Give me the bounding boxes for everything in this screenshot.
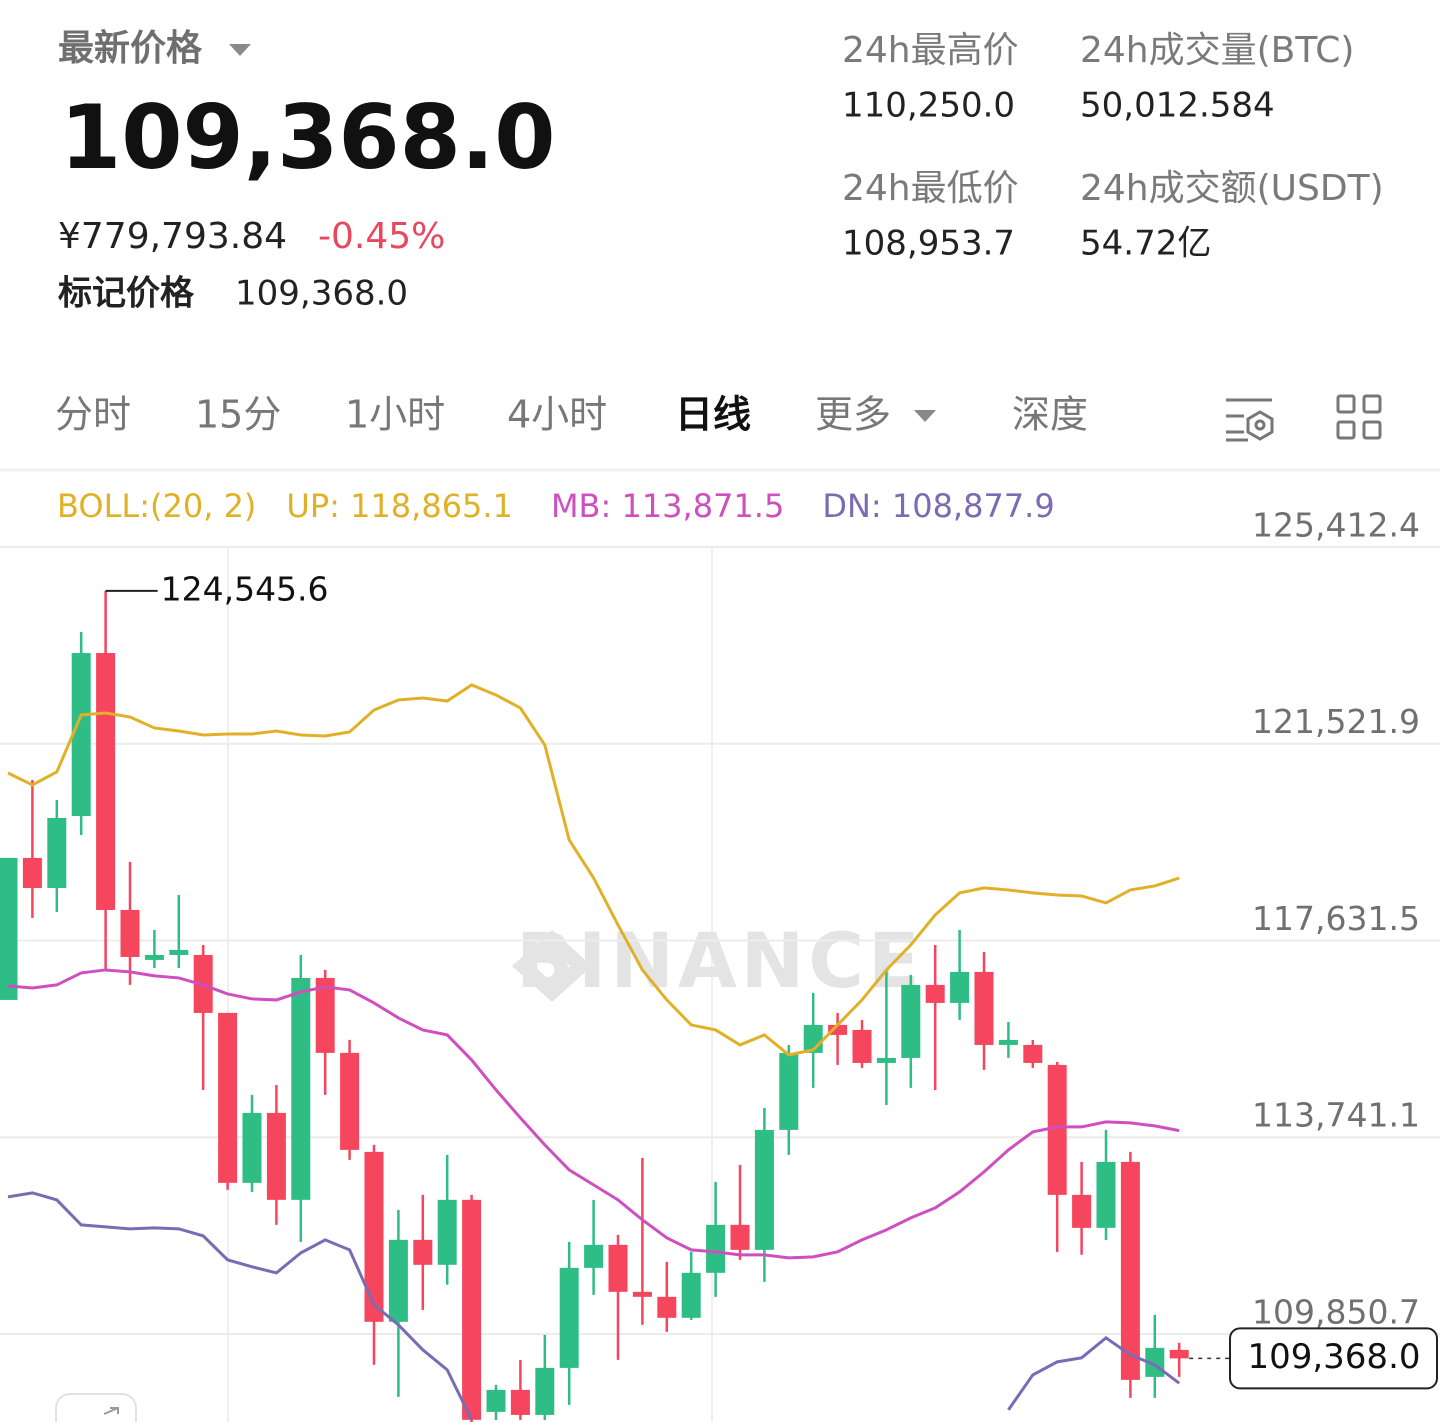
mark-label: 标记价格	[58, 274, 195, 314]
legend-entry: MB: 113,871.5	[551, 487, 784, 525]
candle-body	[413, 1239, 433, 1265]
candle-body	[388, 1239, 408, 1322]
stat-value: 54.72亿	[1080, 224, 1211, 264]
candle-body	[22, 857, 42, 888]
indicator-label: BOLL:(20, 2)	[57, 487, 256, 525]
candle-body	[706, 1224, 726, 1273]
stat-value: 108,953.7	[842, 224, 1015, 264]
dropdown-icon[interactable]	[229, 44, 251, 56]
candle-body	[1169, 1349, 1189, 1359]
stat-label: 24h成交量(BTC)	[1080, 30, 1354, 71]
legend-entry: UP: 118,865.1	[286, 487, 513, 525]
candle-body	[1023, 1044, 1043, 1063]
tab[interactable]: 深度	[1012, 393, 1088, 437]
candle-body	[852, 1029, 872, 1063]
candle-body	[901, 984, 921, 1058]
stat-label: 24h最高价	[842, 30, 1019, 71]
boll-line	[7, 1191, 1181, 1421]
candle-body	[218, 1012, 238, 1183]
tab[interactable]: 日线	[675, 393, 751, 437]
candle-body	[559, 1267, 579, 1368]
stat-label: 24h成交额(USDT)	[1080, 168, 1384, 209]
tab[interactable]: 4小时	[507, 393, 607, 437]
boll-line	[7, 968, 1180, 1260]
last-price-tag	[1229, 1327, 1438, 1390]
candle-body	[0, 857, 18, 1000]
y-tick-label: 125,412.4	[1252, 505, 1420, 544]
candle-body	[47, 817, 67, 888]
candle-body	[828, 1024, 848, 1035]
mark-price: 109,368.0	[235, 274, 408, 314]
candle-body	[291, 977, 311, 1200]
tab[interactable]: 15分	[195, 393, 281, 437]
tabs: 分时 15分 1小时 4小时 日线 更多 深度	[55, 393, 1088, 437]
stat-label: 24h最低价	[842, 168, 1019, 209]
candle-body	[437, 1199, 457, 1265]
candle-body	[681, 1272, 701, 1318]
candle-body	[510, 1389, 530, 1415]
candle-body	[486, 1389, 506, 1412]
last-price-label: 109,368.0	[1247, 1337, 1420, 1377]
candle-body	[1072, 1194, 1092, 1228]
candle-body	[657, 1296, 677, 1318]
candle-body	[876, 1057, 896, 1063]
candle-body	[779, 1052, 799, 1130]
expand-button[interactable]	[55, 1393, 137, 1422]
y-tick-label: 117,631.5	[1252, 899, 1420, 938]
change-pct: -0.45%	[318, 216, 445, 257]
cny-price: ¥779,793.84	[58, 216, 287, 257]
candle-body	[950, 971, 970, 1003]
y-tick-label: 113,741.1	[1252, 1096, 1420, 1135]
expand-icon[interactable]	[103, 1407, 119, 1415]
y-tick-label: 109,850.7	[1252, 1292, 1420, 1331]
price-title[interactable]: 最新价格	[58, 28, 203, 69]
candle-body	[96, 653, 116, 910]
candle-body	[535, 1367, 555, 1415]
candle-body	[340, 1052, 360, 1150]
tab[interactable]: 分时	[55, 393, 131, 437]
candle-body	[120, 909, 140, 957]
candle-body	[584, 1244, 604, 1268]
stats: 24h最高价 110,250.0 24h成交量(BTC) 50,012.584 24h最…	[842, 30, 1384, 264]
boll-line	[7, 683, 1180, 1057]
candle-body	[1047, 1064, 1067, 1195]
candle-body	[144, 954, 164, 960]
candle-body	[608, 1244, 628, 1292]
stat-value: 50,012.584	[1080, 86, 1275, 126]
candle-body	[925, 984, 945, 1003]
candle-body	[462, 1199, 482, 1420]
tab[interactable]: 1小时	[345, 393, 445, 437]
candle-body	[266, 1112, 286, 1200]
candle-body	[998, 1039, 1018, 1045]
candle-body	[169, 949, 189, 955]
dropdown-icon[interactable]	[914, 410, 936, 422]
y-tick-label: 121,521.9	[1252, 702, 1420, 741]
tool-icons[interactable]	[1226, 394, 1382, 442]
candle-body	[632, 1291, 652, 1297]
candle-body	[974, 971, 994, 1045]
candle-body	[364, 1151, 384, 1322]
last-price: 109,368.0	[60, 86, 555, 189]
candle-body	[754, 1129, 774, 1250]
candle-body	[730, 1224, 750, 1250]
candle-body	[1120, 1161, 1140, 1380]
candle-body	[1096, 1161, 1116, 1228]
annotation-label: 124,545.6	[161, 569, 329, 608]
legend-entry: DN: 108,877.9	[822, 487, 1054, 525]
stat-value: 110,250.0	[842, 86, 1015, 126]
candle-body	[71, 653, 91, 817]
candle-body	[315, 977, 335, 1053]
watermark-logo	[512, 930, 592, 1002]
tab[interactable]: 更多	[815, 393, 891, 437]
candle-body	[242, 1112, 262, 1183]
